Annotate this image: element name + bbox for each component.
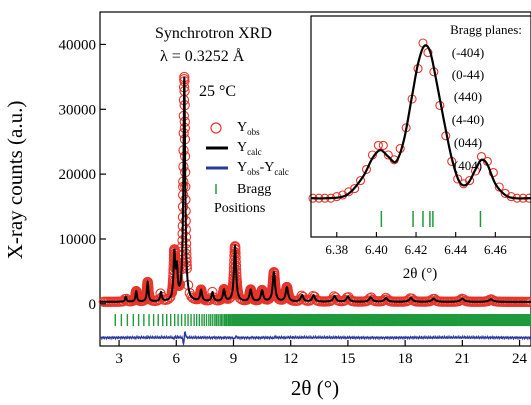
inset-frame [310,15,531,238]
inset-axes: 6.38 6.40 6.42 6.44 6.46 [325,232,507,257]
bragg-plane-label: (440) [454,89,482,104]
observed-point [285,294,296,305]
wavelength-annotation: λ = 0.3252 Å [160,47,245,65]
inset-observed-point [350,184,360,194]
bragg-plane-label: (044) [454,135,482,150]
inset-x-tick-label: 6.42 [405,242,428,257]
inset-background [311,16,531,237]
inset-x-axis-label: 2θ (°) [403,266,437,282]
inset-observed-point [488,168,498,178]
y-tick-label: 0 [89,297,97,313]
legend-diff-label: Yobs-Ycalc [237,160,289,177]
observed-point [174,280,185,291]
x-axis-label: 2θ (°) [291,376,339,400]
x-tick-label: 21 [455,351,470,367]
bragg-plane-label: (404) [454,158,482,173]
observed-point [382,294,393,305]
inset-observed-point [470,166,481,176]
y-tick-label: 10000 [59,232,97,248]
bragg-plane-label: (-404) [452,45,485,60]
inset-plot [308,38,531,227]
y-tick-label: 40000 [59,37,97,53]
title-annotation: Synchrotron XRD [155,25,272,42]
bragg-plane-label: (4-40) [452,112,485,127]
main-plot [98,71,531,347]
y-tick-label: 20000 [59,167,97,183]
main-plot-frame [99,11,531,347]
inset-x-tick-label: 6.38 [325,242,348,257]
main-axes: 3 6 9 12 15 18 21 24 0 10000 20000 30000 40000 [59,37,528,367]
x-tick-label: 18 [398,351,413,367]
inset-observed-point [378,140,388,150]
x-tick-label: 3 [115,351,123,367]
inset-observed-point [383,150,393,160]
inset-series-calculated [310,44,531,200]
series-difference [99,331,531,347]
bragg-tick-marks [114,314,531,327]
x-tick-label: 15 [340,351,355,367]
x-tick-label: 6 [173,351,181,367]
inset-observed-point [361,164,372,174]
bragg-planes-list: Bragg planes: (-404) (0-44) (440) (4-40)… [450,22,522,173]
legend-positions-label: Positions [214,201,265,216]
legend-obs-marker [210,122,222,134]
inset-observed-point [355,176,366,186]
inset-observed-point [465,176,475,186]
bragg-planes-title: Bragg planes: [450,22,522,37]
legend-bragg-label: Bragg [237,182,271,197]
inset-observed-point [373,140,383,150]
bragg-plane-label: (0-44) [452,67,485,82]
series-calculated [100,76,531,303]
x-tick-label: 9 [230,351,238,367]
inset-x-tick-label: 6.46 [484,242,507,257]
inset-x-tick-label: 6.44 [444,242,467,257]
x-tick-label: 12 [283,351,298,367]
temperature-annotation: 25 °C [199,83,236,100]
legend-calc-label: Ycalc [237,140,262,157]
legend: Yobs Ycalc Yobs-Ycalc Bragg Positions [206,120,289,216]
inset-x-tick-label: 6.40 [365,242,388,257]
x-tick-label: 24 [512,351,528,367]
y-tick-label: 30000 [59,102,97,118]
y-axis-label: X-ray counts (a.u.) [3,101,27,260]
legend-obs-label: Yobs [237,120,260,137]
